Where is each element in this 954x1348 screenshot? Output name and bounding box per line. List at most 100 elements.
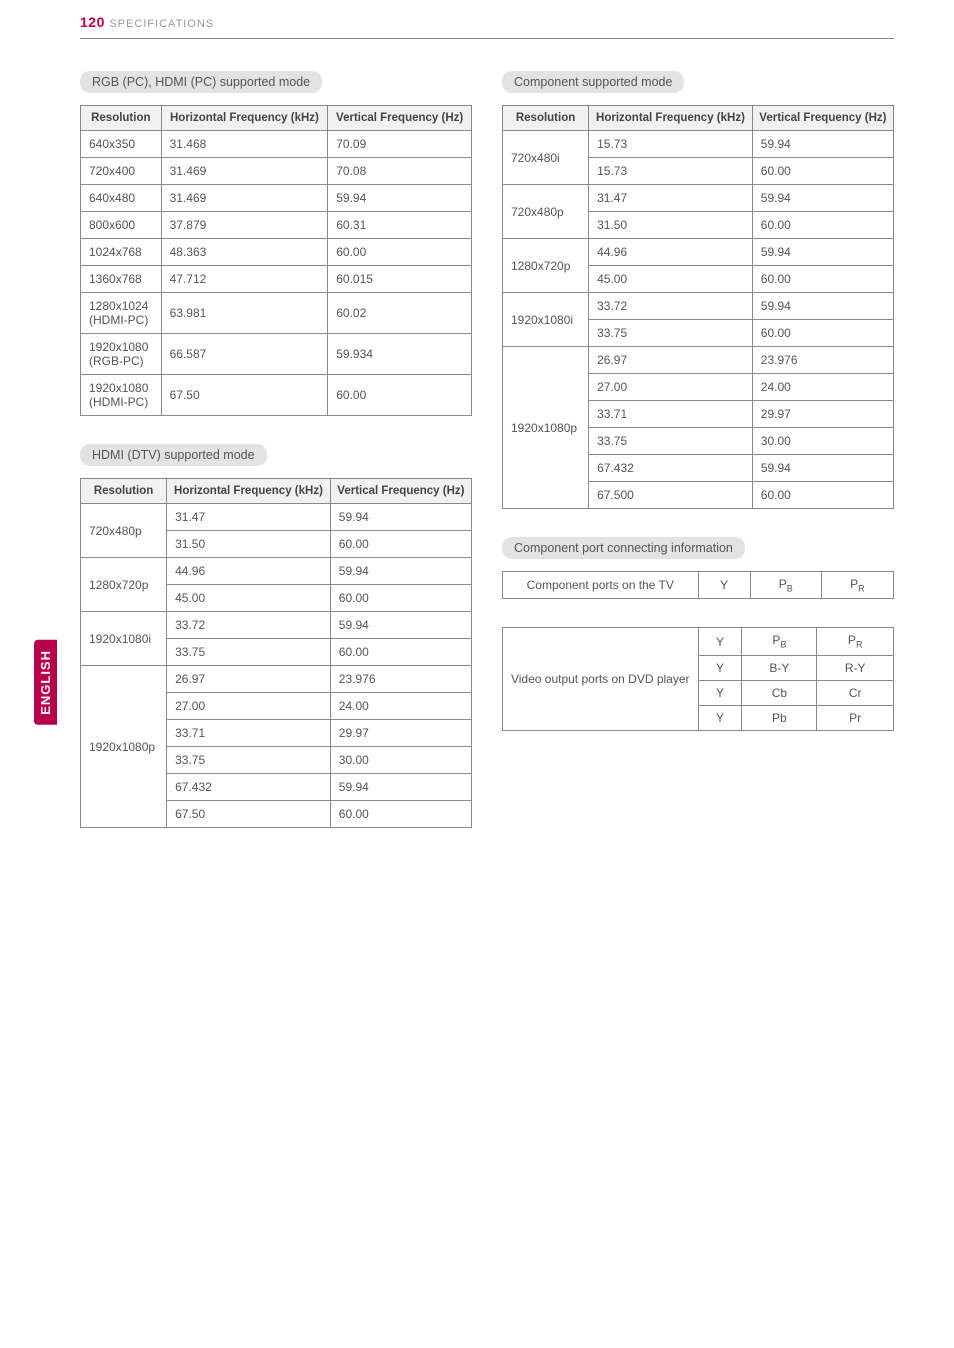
table-cell: 720x400 [81,158,162,185]
table-cell: 30.00 [752,428,893,455]
port-cell: R-Y [817,655,894,680]
dvd-port-label: Video output ports on DVD player [503,628,699,730]
table-cell: 60.00 [330,585,471,612]
table-cell: 59.94 [752,293,893,320]
table-cell: 60.00 [752,158,893,185]
table-cell: 31.468 [161,131,328,158]
table-cell: 67.432 [167,774,331,801]
table-cell: 1360x768 [81,266,162,293]
port-cell: PB [742,628,817,655]
table-cell: 63.981 [161,293,328,334]
section-title-rgb: RGB (PC), HDMI (PC) supported mode [80,71,322,93]
table-cell: 800x600 [81,212,162,239]
table-cell: 60.31 [328,212,472,239]
rgb-hdmi-pc-table: Resolution Horizontal Frequency (kHz) Ve… [80,105,472,416]
table-cell: 33.71 [167,720,331,747]
table-cell: 66.587 [161,334,328,375]
table-cell: 1280x720p [503,239,589,293]
table-cell: 48.363 [161,239,328,266]
table-cell: 59.94 [330,504,471,531]
port-cell: Y [698,628,742,655]
table-cell: 23.976 [330,666,471,693]
col-header: Vertical Frequency (Hz) [330,479,471,504]
table-cell: 23.976 [752,347,893,374]
table-cell: 60.00 [752,320,893,347]
content-wrap: RGB (PC), HDMI (PC) supported mode Resol… [0,39,954,856]
port-cell: Y [698,655,742,680]
port-cell: PB [750,572,821,599]
tv-port-table: Component ports on the TV Y PB PR [502,571,894,599]
table-cell: 59.94 [752,185,893,212]
port-cell: PR [817,628,894,655]
table-cell: 1920x1080p [503,347,589,509]
table-cell: 67.432 [589,455,753,482]
table-cell: 1920x1080i [503,293,589,347]
col-header: Resolution [503,106,589,131]
hdmi-dtv-table: Resolution Horizontal Frequency (kHz) Ve… [80,478,472,828]
table-cell: 59.94 [330,558,471,585]
table-cell: 29.97 [330,720,471,747]
table-cell: 70.09 [328,131,472,158]
port-cell: B-Y [742,655,817,680]
table-cell: 1920x1080(RGB-PC) [81,334,162,375]
page-header: 120 SPECIFICATIONS [80,0,894,39]
table-cell: 33.72 [167,612,331,639]
col-header: Horizontal Frequency (kHz) [161,106,328,131]
table-cell: 59.94 [328,185,472,212]
table-cell: 15.73 [589,131,753,158]
table-cell: 45.00 [589,266,753,293]
table-cell: 640x350 [81,131,162,158]
port-cell: Pb [742,705,817,730]
table-cell: 31.50 [167,531,331,558]
table-cell: 1920x1080p [81,666,167,828]
table-cell: 59.94 [330,612,471,639]
table-cell: 45.00 [167,585,331,612]
col-header: Horizontal Frequency (kHz) [589,106,753,131]
table-cell: 15.73 [589,158,753,185]
table-cell: 720x480p [81,504,167,558]
table-cell: 24.00 [752,374,893,401]
component-mode-table: Resolution Horizontal Frequency (kHz) Ve… [502,105,894,509]
table-cell: 60.015 [328,266,472,293]
table-cell: 640x480 [81,185,162,212]
language-tab: ENGLISH [34,640,57,725]
header-title: SPECIFICATIONS [109,18,214,30]
table-cell: 59.94 [752,455,893,482]
table-cell: 31.469 [161,185,328,212]
table-cell: 1280x1024(HDMI-PC) [81,293,162,334]
table-cell: 60.00 [752,266,893,293]
table-cell: 26.97 [167,666,331,693]
right-column: Component supported mode Resolution Hori… [502,71,894,856]
tv-port-label: Component ports on the TV [503,572,699,599]
table-cell: 1920x1080(HDMI-PC) [81,375,162,416]
table-cell: 24.00 [330,693,471,720]
table-cell: 1920x1080i [81,612,167,666]
port-cell: PR [821,572,893,599]
port-cell: Y [698,572,750,599]
table-cell: 33.75 [167,747,331,774]
table-cell: 27.00 [589,374,753,401]
port-cell: Pr [817,705,894,730]
table-cell: 59.94 [752,131,893,158]
table-cell: 70.08 [328,158,472,185]
table-cell: 60.00 [330,801,471,828]
table-cell: 59.934 [328,334,472,375]
section-title-component: Component supported mode [502,71,684,93]
table-cell: 29.97 [752,401,893,428]
table-cell: 47.712 [161,266,328,293]
col-header: Horizontal Frequency (kHz) [167,479,331,504]
table-cell: 60.02 [328,293,472,334]
col-header: Resolution [81,106,162,131]
table-cell: 26.97 [589,347,753,374]
dvd-port-table: Video output ports on DVD playerYPBPRYB-… [502,627,894,730]
table-cell: 31.47 [167,504,331,531]
table-cell: 67.50 [167,801,331,828]
port-cell: Cr [817,680,894,705]
page-number: 120 [80,14,105,30]
table-cell: 60.00 [752,212,893,239]
table-cell: 33.71 [589,401,753,428]
table-cell: 60.00 [328,375,472,416]
table-cell: 31.47 [589,185,753,212]
left-column: RGB (PC), HDMI (PC) supported mode Resol… [80,71,472,856]
port-cell: Y [698,705,742,730]
